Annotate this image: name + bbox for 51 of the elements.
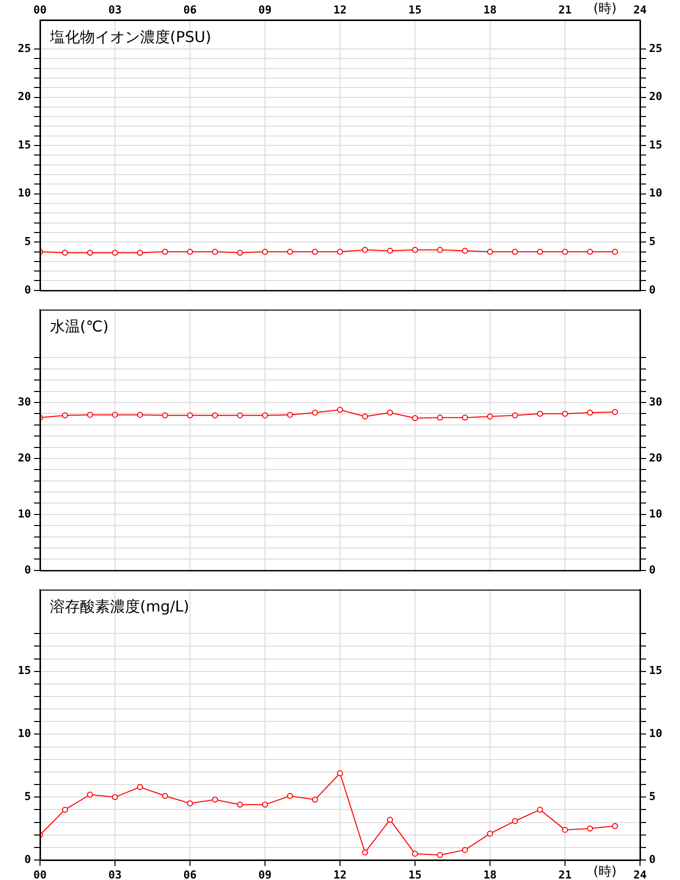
y2-tick-label: 5	[649, 234, 656, 248]
y2-tick-label: 20	[649, 90, 662, 104]
y-tick-label: 0	[24, 563, 31, 576]
x-tick-label: 12	[333, 868, 347, 880]
y2-tick-label: 0	[649, 283, 656, 296]
y2-tick-label: 15	[649, 138, 662, 152]
y-tick-label: 30	[18, 395, 31, 408]
y-tick-label: 25	[18, 42, 31, 55]
x-tick-label: 09	[258, 868, 272, 880]
y-tick-label: 0	[24, 852, 31, 866]
y-tick-label: 10	[18, 727, 31, 740]
y2-tick-label: 15	[649, 664, 662, 678]
y2-tick-label: 0	[649, 852, 656, 866]
y2-tick-label: 30	[649, 395, 662, 408]
text: 水温(℃)	[50, 318, 109, 336]
x-tick-label: 03	[108, 868, 122, 880]
x2-tick-label: 06	[183, 3, 197, 16]
y-tick-label: 10	[18, 507, 31, 520]
x2-axis-title: (時)	[593, 1, 617, 16]
y-tick-label: 15	[18, 664, 31, 678]
x-axis-title: (時)	[593, 864, 617, 880]
y2-tick-label: 10	[649, 727, 662, 740]
y-tick-label: 5	[24, 790, 31, 803]
y-tick-label: 20	[18, 451, 31, 464]
x2-tick-label: 18	[483, 3, 497, 16]
y-tick-label: 10	[18, 186, 31, 200]
x-tick-label: 06	[183, 868, 197, 880]
x2-tick-label: 12	[333, 3, 347, 16]
x2-tick-label: 24	[633, 3, 647, 16]
x2-tick-label: 21	[558, 3, 572, 16]
x2-tick-label: 15	[408, 3, 422, 16]
x2-tick-label: 00	[33, 3, 47, 16]
y2-tick-label: 10	[649, 186, 662, 200]
text: 塩化物イオン濃度(PSU)	[49, 28, 212, 46]
y2-tick-label: 0	[649, 563, 656, 576]
x2-tick-label: 03	[108, 3, 122, 16]
text: 溶存酸素濃度(mg/L)	[50, 598, 190, 616]
x2-tick-label: 09	[258, 3, 272, 16]
y-tick-label: 5	[24, 234, 31, 248]
y-tick-label: 20	[18, 90, 31, 104]
y2-tick-label: 20	[649, 451, 662, 464]
y2-tick-label: 5	[649, 790, 656, 803]
x-tick-label: 18	[483, 868, 497, 880]
x-tick-label: 00	[33, 868, 47, 880]
y-tick-label: 15	[18, 138, 31, 152]
y-tick-label: 0	[24, 283, 31, 296]
y2-tick-label: 10	[649, 507, 662, 520]
x-tick-label: 21	[558, 868, 572, 880]
x-tick-label: 24	[633, 868, 647, 880]
x-tick-label: 15	[408, 868, 422, 880]
y2-tick-label: 25	[649, 42, 662, 55]
